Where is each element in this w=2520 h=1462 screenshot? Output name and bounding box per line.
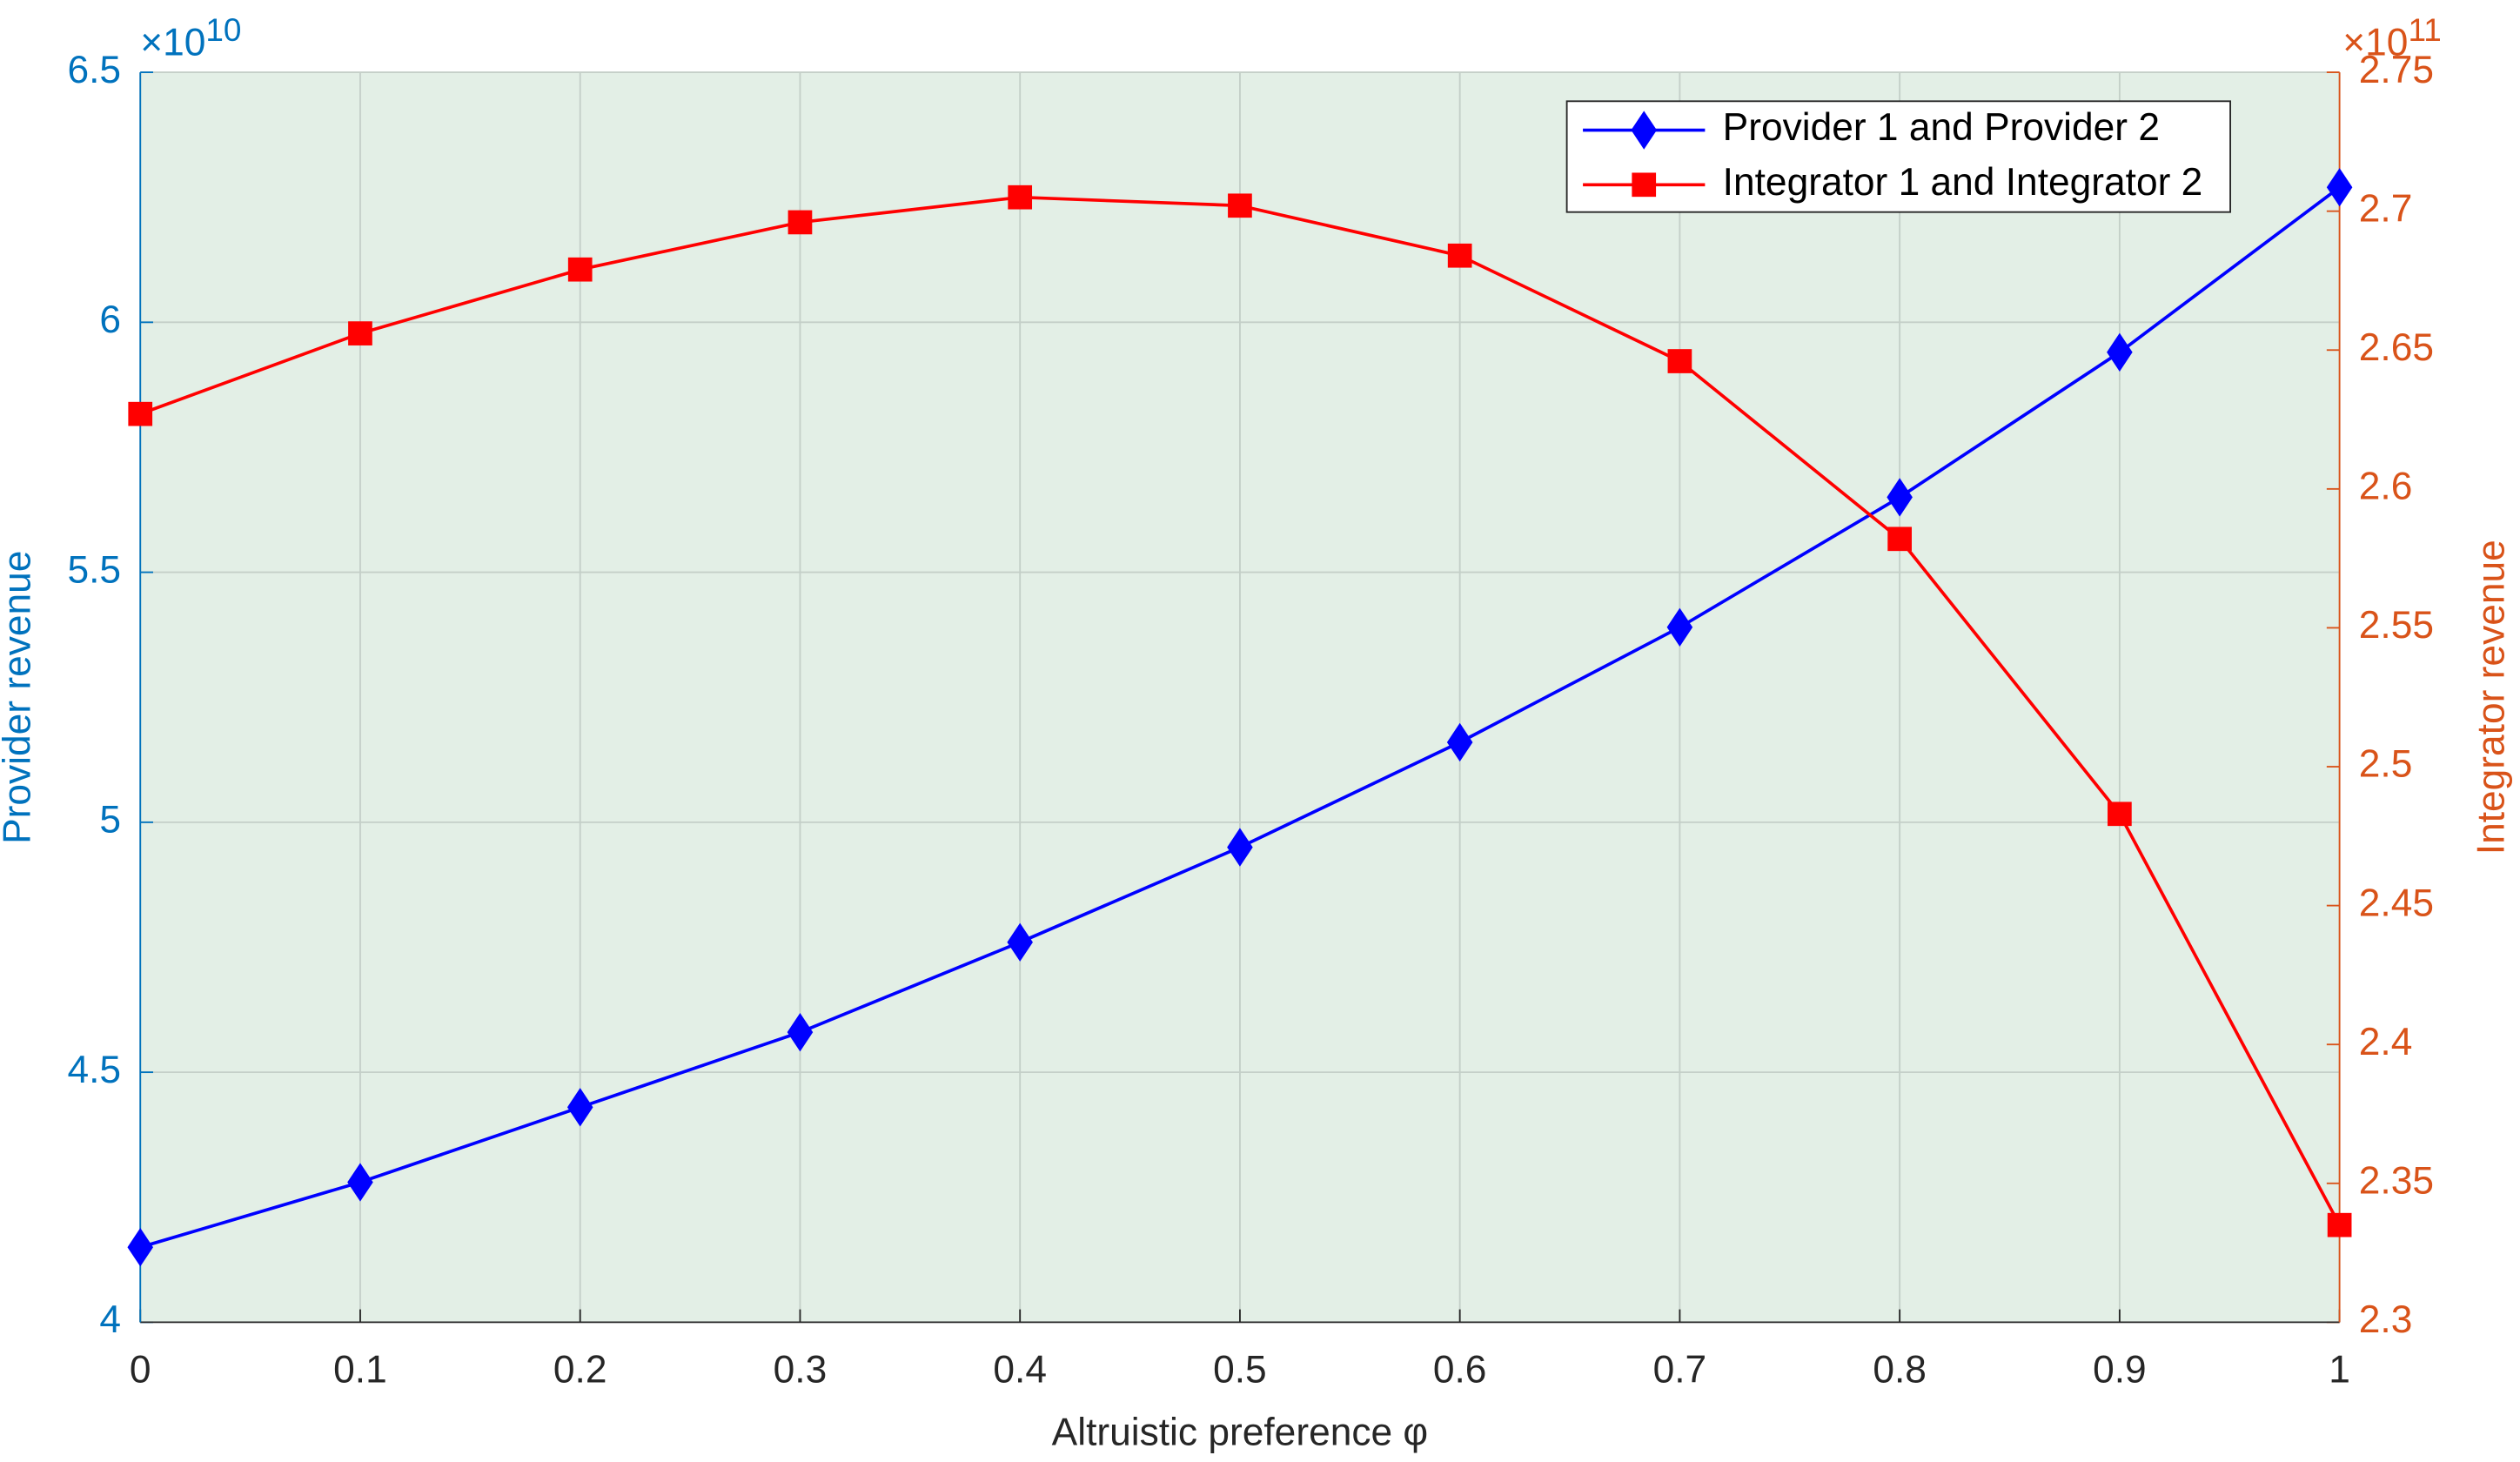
x-tick-label: 0.4 [993,1348,1047,1391]
square-marker [348,321,372,345]
y2-tick-label: 2.4 [2359,1021,2413,1063]
square-marker [1632,172,1657,198]
x-tick-label: 1 [2329,1348,2350,1391]
x-tick-label: 0.5 [1213,1348,1267,1391]
square-marker [2108,801,2132,827]
y2-tick-label: 2.55 [2359,604,2434,647]
x-tick-label: 0.8 [1873,1348,1927,1391]
axis-exponent: ×1011 [2342,12,2441,64]
diamond-marker [566,1088,593,1127]
diamond-marker [1227,828,1253,867]
y2-tick-label: 2.7 [2359,187,2413,230]
y-tick-label: 5.5 [67,548,121,591]
square-marker [1008,184,1033,210]
diamond-marker [2326,168,2353,207]
y2-tick-label: 2.65 [2359,326,2434,369]
y2-tick-label: 2.5 [2359,743,2413,786]
diamond-marker [1631,111,1657,150]
diamond-marker [1446,722,1473,762]
y2-tick-label: 2.75 [2359,49,2434,91]
exponent-power: 11 [2408,12,2441,48]
y-tick-label: 6 [99,298,121,341]
legend-box [1565,100,2232,213]
axis-exponent: ×1010 [140,12,241,64]
y2-tick-label: 2.35 [2359,1159,2434,1202]
exponent-power: 10 [205,12,241,48]
x-tick-label: 0.2 [553,1348,607,1391]
y2-tick-label: 2.6 [2359,466,2413,508]
x-tick-label: 0 [130,1348,151,1391]
square-marker [1228,193,1252,218]
square-marker [567,257,593,282]
square-marker [1887,526,1912,552]
x-tick-label: 0.3 [774,1348,828,1391]
square-marker [788,210,813,235]
legend-label: Integrator 1 and Integrator 2 [1723,161,2203,204]
square-marker [128,401,153,426]
exponent-base: ×10 [140,21,205,64]
x-axis-label: Altruistic preference φ [1052,1411,1428,1453]
y2-tick-label: 2.45 [2359,882,2434,924]
y2-axis-label: Integrator revenue [2470,540,2513,855]
legend-label: Provider 1 and Provider 2 [1723,106,2160,149]
x-tick-label: 0.9 [2093,1348,2147,1391]
y-tick-label: 4.5 [67,1049,121,1091]
x-tick-label: 0.6 [1433,1348,1487,1391]
x-tick-label: 0.7 [1653,1348,1707,1391]
y-tick-label: 5 [99,799,121,842]
square-marker [1667,349,1692,373]
y-tick-label: 4 [99,1298,121,1341]
y-tick-label: 6.5 [67,49,121,91]
x-tick-label: 0.1 [333,1348,387,1391]
square-marker [2327,1212,2352,1237]
y-axis-label: Provider revenue [0,551,38,844]
y2-tick-label: 2.3 [2359,1298,2413,1341]
exponent-base: ×10 [2342,21,2408,64]
square-marker [1447,243,1472,268]
